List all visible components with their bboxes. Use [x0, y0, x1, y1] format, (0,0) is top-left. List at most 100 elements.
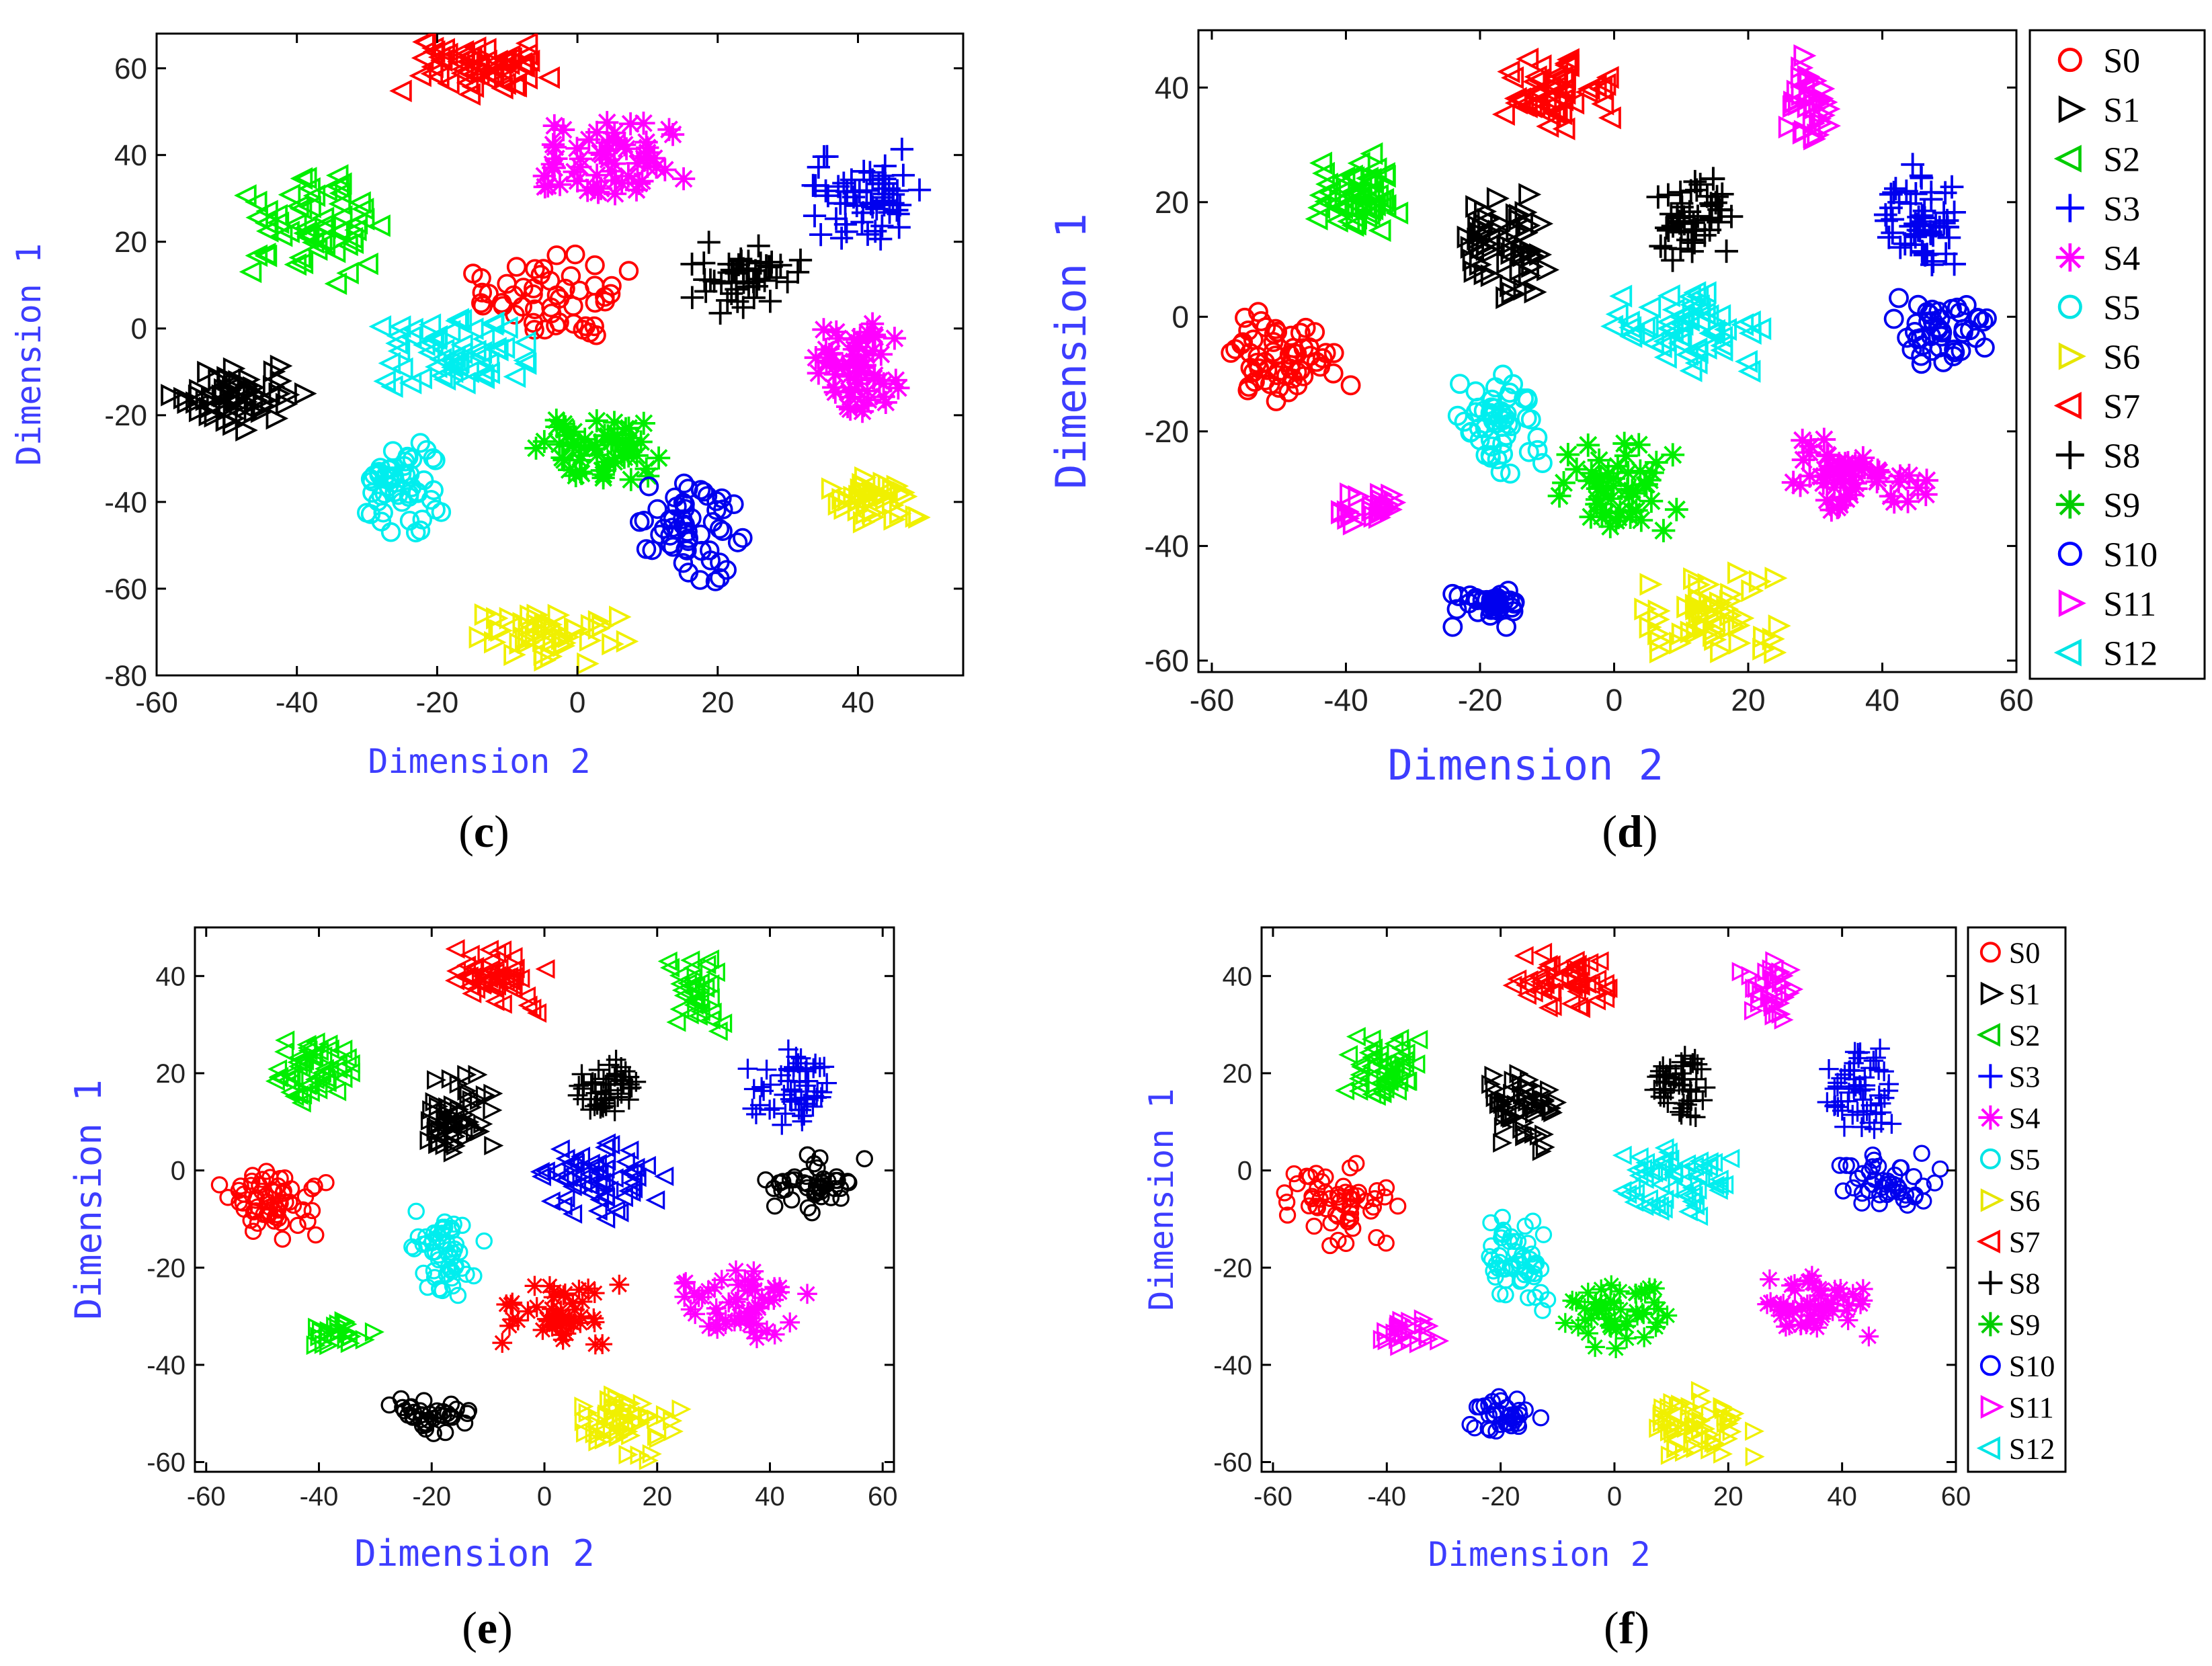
data-point — [415, 1264, 432, 1282]
data-point — [764, 1098, 784, 1119]
data-point — [618, 261, 639, 281]
legend-label-s0: S0 — [2103, 42, 2140, 80]
data-point — [1516, 1217, 1534, 1235]
data-point — [1697, 573, 1721, 596]
data-point — [572, 1292, 593, 1312]
data-point — [1683, 1433, 1703, 1454]
data-point — [702, 269, 726, 293]
data-point — [555, 1149, 575, 1169]
data-point — [1688, 573, 1711, 597]
y-tick-label: 40 — [156, 962, 186, 991]
data-point — [571, 1306, 591, 1327]
data-point — [1512, 1119, 1532, 1139]
data-point — [245, 244, 268, 267]
data-point — [1879, 484, 1903, 508]
data-point — [300, 1082, 320, 1102]
data-point — [1802, 1265, 1822, 1286]
data-point — [1278, 1206, 1297, 1224]
legend-marker — [2055, 490, 2084, 519]
data-point — [1516, 408, 1537, 429]
data-point — [654, 1166, 674, 1186]
data-point — [1783, 90, 1807, 114]
data-point — [1519, 240, 1543, 263]
data-point — [747, 1328, 767, 1349]
y-tick-label: -80 — [104, 659, 147, 692]
data-point — [819, 349, 842, 373]
legend-label-s1: S1 — [2009, 978, 2040, 1011]
cluster-s12 — [1612, 1138, 1740, 1226]
data-point — [1783, 1300, 1803, 1321]
data-point — [632, 112, 655, 135]
cluster-s7 — [1502, 942, 1618, 1018]
data-point — [1466, 1419, 1483, 1437]
legend-marker — [2053, 392, 2082, 420]
data-point — [1247, 352, 1268, 373]
data-point — [456, 1414, 474, 1432]
data-point — [1419, 1316, 1439, 1336]
data-point — [659, 958, 680, 978]
data-point — [336, 261, 359, 285]
data-point — [758, 290, 782, 313]
data-point — [1501, 66, 1524, 89]
data-point — [1563, 977, 1583, 997]
legend-marker — [2058, 95, 2086, 124]
data-point — [803, 1096, 823, 1117]
legend-marker — [1979, 1148, 2001, 1169]
data-point — [765, 265, 788, 290]
data-point — [727, 532, 748, 552]
y-tick-label: -20 — [1145, 414, 1189, 449]
data-point — [327, 1081, 347, 1101]
data-point — [520, 624, 544, 647]
data-point — [1706, 1434, 1726, 1454]
data-point — [1552, 117, 1575, 140]
data-point — [629, 511, 650, 532]
x-tick-label: 20 — [642, 1482, 672, 1511]
data-point — [304, 238, 328, 261]
data-point — [374, 468, 395, 489]
data-point — [704, 1277, 725, 1298]
data-point — [1799, 1306, 1820, 1326]
data-point — [526, 1297, 547, 1317]
data-point — [1965, 327, 1986, 348]
data-point — [1482, 596, 1503, 617]
data-point — [1731, 962, 1752, 982]
data-point — [394, 1399, 411, 1417]
data-point — [1678, 285, 1701, 308]
data-point — [453, 372, 476, 394]
data-point — [1847, 1101, 1868, 1122]
data-point — [1549, 100, 1573, 124]
cluster-s5 — [1447, 364, 1553, 484]
data-point — [790, 1048, 811, 1069]
data-point — [1778, 116, 1801, 139]
data-point — [515, 67, 538, 90]
legend-label-s2: S2 — [2103, 140, 2140, 179]
data-point — [1493, 1133, 1513, 1153]
data-point — [430, 1132, 450, 1152]
data-point — [1338, 1045, 1358, 1065]
data-point — [244, 190, 268, 214]
data-point — [1858, 1326, 1879, 1347]
data-point — [578, 1403, 598, 1423]
data-point — [1354, 205, 1378, 228]
legend-label-s3: S3 — [2103, 190, 2140, 228]
data-point — [1247, 346, 1268, 367]
data-point — [275, 1030, 295, 1050]
data-point — [803, 204, 827, 228]
data-point — [1461, 1415, 1479, 1433]
data-point — [1325, 210, 1348, 233]
data-point — [235, 419, 258, 442]
legend-marker — [1978, 1105, 2003, 1130]
data-point — [1685, 1107, 1706, 1128]
data-point — [1556, 443, 1580, 466]
data-point — [549, 312, 569, 333]
data-point — [645, 155, 668, 179]
data-point — [410, 433, 431, 453]
data-point — [1608, 500, 1632, 524]
data-point — [454, 1216, 471, 1235]
data-point — [612, 446, 636, 469]
data-point — [1668, 304, 1691, 328]
data-point — [1664, 1073, 1684, 1093]
data-point — [889, 483, 913, 506]
data-point — [745, 1280, 766, 1300]
data-point — [1276, 1184, 1293, 1202]
